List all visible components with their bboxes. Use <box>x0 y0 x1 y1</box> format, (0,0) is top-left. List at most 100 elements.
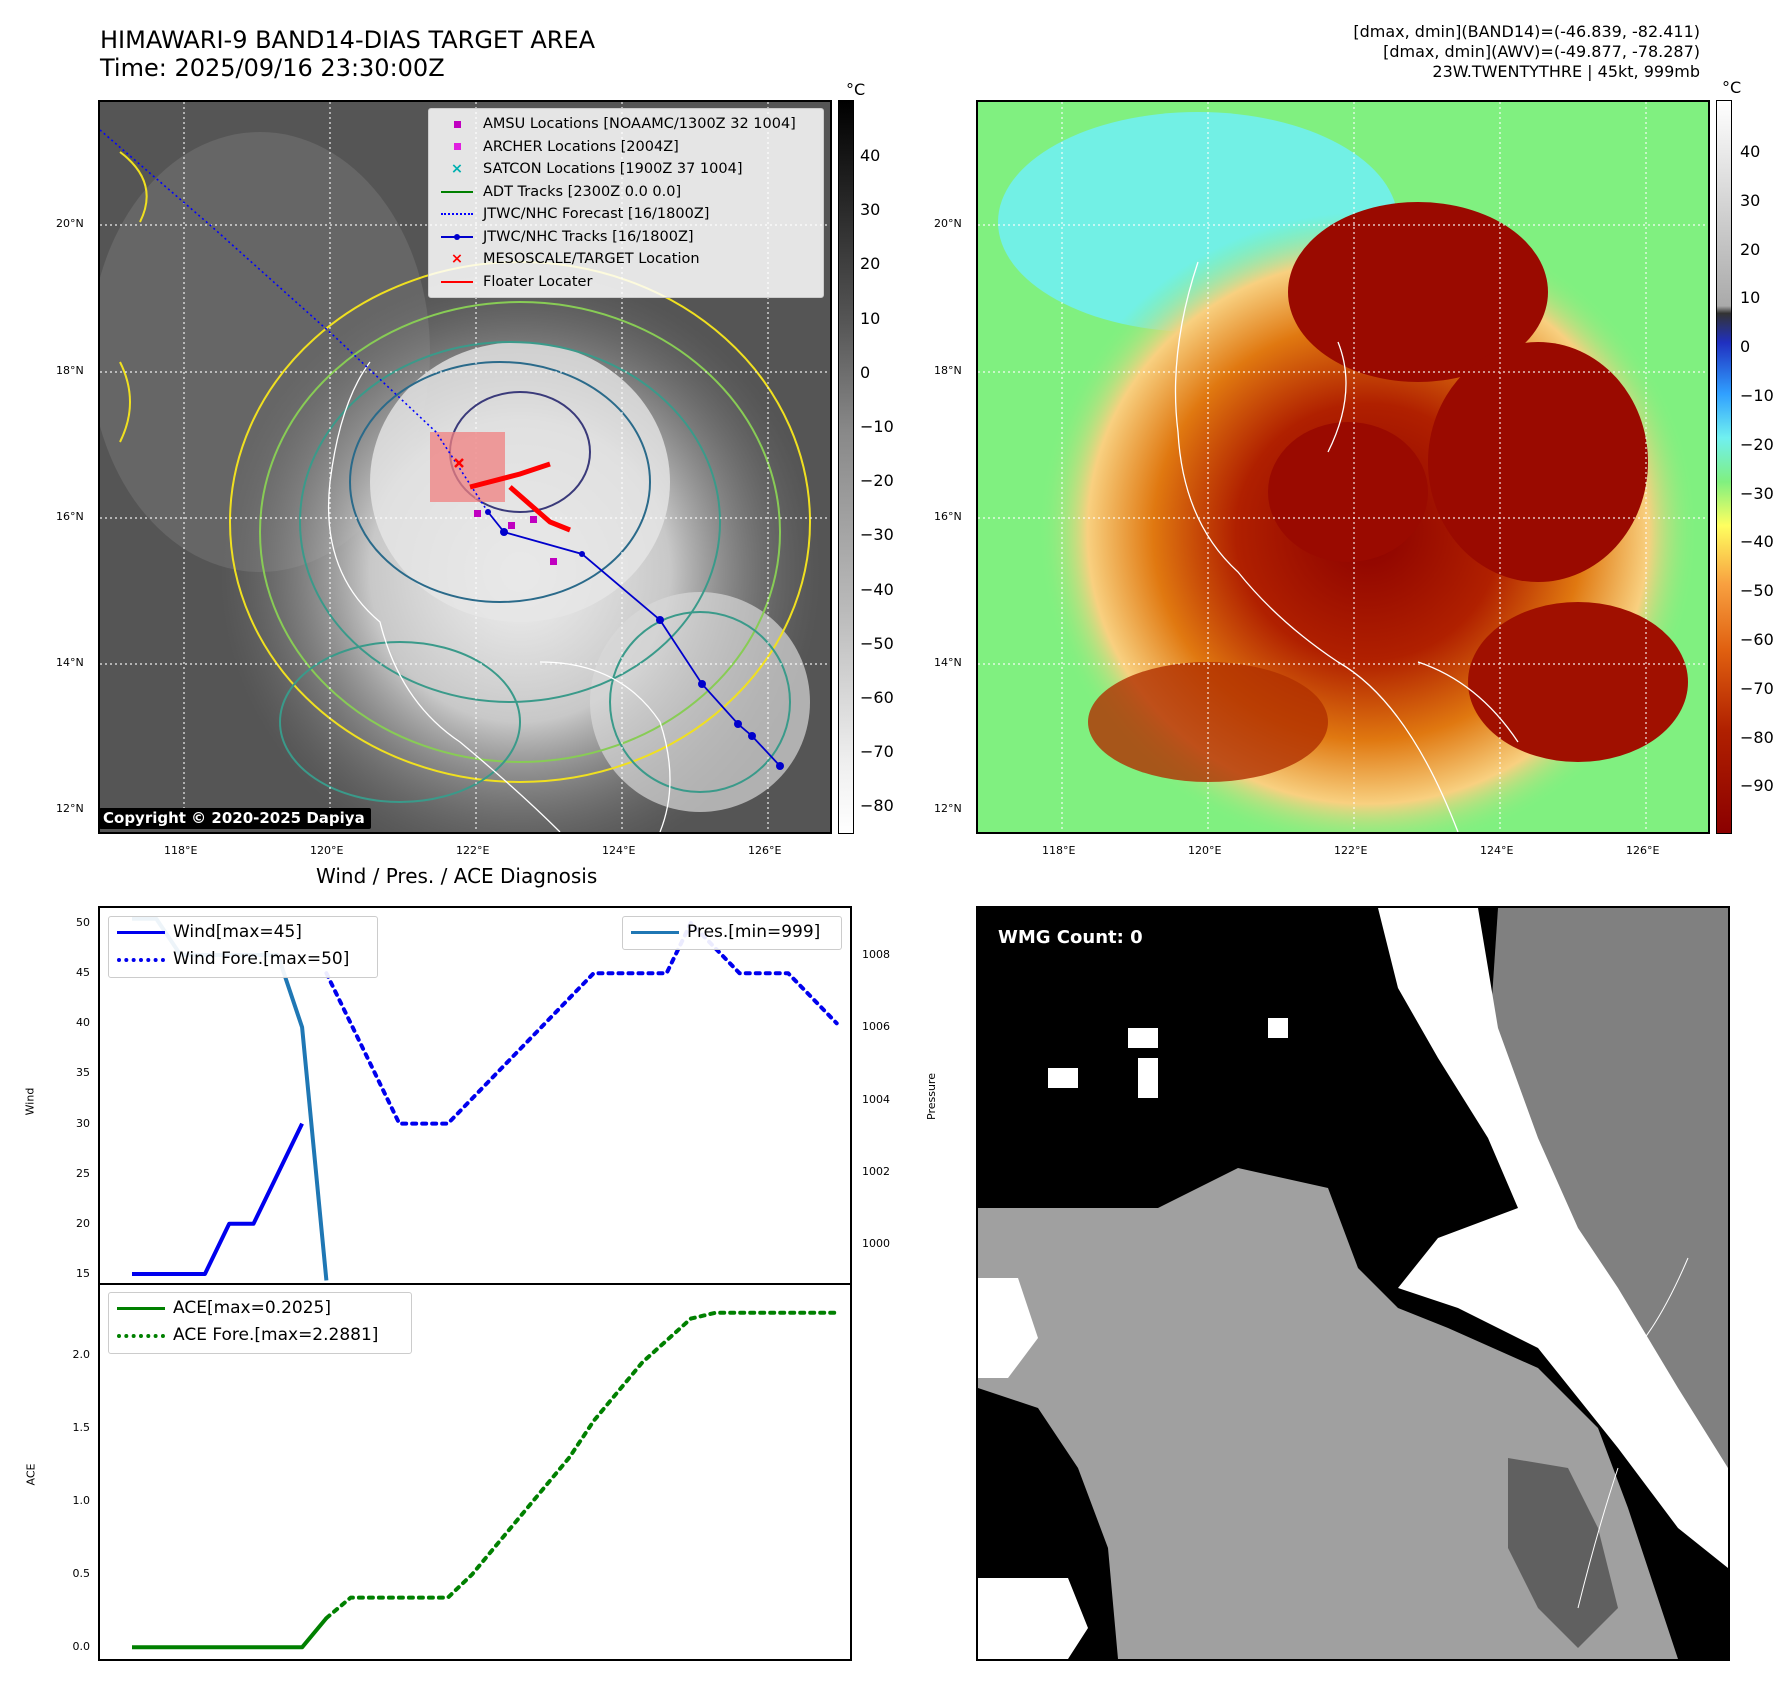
legend-item: Pres.[min=999] <box>631 919 833 946</box>
lat-label: 20°N <box>56 217 84 230</box>
wind-series-line <box>132 1122 304 1276</box>
lon-label: 122°E <box>456 844 490 857</box>
colorbar-tick-label: −60 <box>860 688 894 707</box>
colorbar-tick-label: 20 <box>860 254 881 274</box>
colorbar-tick-label: 40 <box>1740 142 1761 161</box>
legend-item: ADT Tracks [2300Z 0.0 0.0] <box>437 181 815 204</box>
legend-item: JTWC/NHC Forecast [16/1800Z] <box>437 203 815 226</box>
legend-label: ADT Tracks [2300Z 0.0 0.0] <box>483 183 682 200</box>
colorbar-tick-label: −10 <box>1740 386 1774 405</box>
pressure-legend: Pres.[min=999] <box>622 916 842 950</box>
cbar1-unit: °C <box>846 80 866 99</box>
ir-map-panel <box>98 100 832 834</box>
colorbar-enhanced <box>1716 100 1732 834</box>
lat-label: 14°N <box>56 656 84 669</box>
line-icon <box>441 280 473 283</box>
wind-forecast-line <box>324 921 839 1126</box>
lat-label: 12°N <box>56 802 84 815</box>
legend-item: ACE Fore.[max=2.2881] <box>117 1322 403 1349</box>
lon-label: 120°E <box>310 844 344 857</box>
legend-label: Floater Locater <box>483 273 593 290</box>
legend-item: Wind Fore.[max=50] <box>117 946 369 973</box>
ace-panel <box>98 1283 852 1661</box>
ace-chart <box>132 1310 839 1650</box>
enhanced-ir-svg <box>978 102 1708 832</box>
colorbar-tick-label: 30 <box>1740 190 1761 210</box>
legend-item: ARCHER Locations [2004Z] <box>437 136 815 159</box>
legend-label: MESOSCALE/TARGET Location <box>483 251 700 267</box>
copyright-badge: Copyright © 2020-2025 Dapiya <box>99 808 371 829</box>
colorbar-tick-label: −40 <box>1740 532 1774 552</box>
dotted-line-icon <box>441 213 473 216</box>
lat-label: 18°N <box>934 364 962 377</box>
legend-item: × SATCON Locations [1900Z 37 1004] <box>437 158 815 181</box>
colorbar-tick-label: −20 <box>860 471 894 491</box>
lon-label: 124°E <box>1480 844 1514 857</box>
solid-line-icon <box>631 931 679 934</box>
x-marker-icon: × <box>450 251 464 267</box>
ace-forecast-line <box>324 1310 839 1621</box>
colorbar-tick-label: −30 <box>860 525 894 545</box>
lat-label: 16°N <box>56 510 84 523</box>
legend-label: Pres.[min=999] <box>687 922 821 942</box>
colorbar-tick-label: −30 <box>1740 483 1774 503</box>
legend-label: JTWC/NHC Forecast [16/1800Z] <box>483 206 710 222</box>
y-tick-label: 0.5 <box>72 1567 91 1581</box>
legend-label: JTWC/NHC Tracks [16/1800Z] <box>483 228 694 245</box>
lon-label: 122°E <box>1334 844 1368 857</box>
y-tick-label: 1000 <box>862 1237 890 1251</box>
colorbar-tick-label: 0 <box>1740 337 1751 357</box>
colorbar-tick-label: 10 <box>860 308 881 328</box>
y-tick-label: 1006 <box>862 1020 890 1034</box>
cbar2-unit: °C <box>1722 78 1742 97</box>
y-tick-label: 1002 <box>862 1164 890 1178</box>
legend-label: ACE Fore.[max=2.2881] <box>173 1325 379 1345</box>
map-legend: AMSU Locations [NOAAMC/1300Z 32 1004] AR… <box>428 108 824 298</box>
x-marker-icon: × <box>450 161 464 177</box>
y-tick-label: 40 <box>76 1016 90 1030</box>
y-tick-label: 1008 <box>862 948 890 961</box>
wind-legend: Wind[max=45] Wind Fore.[max=50] <box>108 916 378 978</box>
ace-legend: ACE[max=0.2025] ACE Fore.[max=2.2881] <box>108 1292 412 1354</box>
diagnosis-title: Wind / Pres. / ACE Diagnosis <box>316 864 598 888</box>
lat-label: 14°N <box>934 656 962 669</box>
ir-map-svg <box>100 102 830 832</box>
wind-axis-label: Wind <box>23 1087 37 1116</box>
colorbar-tick-label: 40 <box>860 146 881 165</box>
colorbar-tick-label: −50 <box>1740 581 1774 601</box>
colorbar-tick-label: −40 <box>860 579 894 599</box>
pressure-axis-label: Pressure <box>924 1073 938 1120</box>
lon-label: 126°E <box>1626 844 1660 857</box>
lat-label: 20°N <box>934 217 962 230</box>
info-line-3: 23W.TWENTYTHRE | 45kt, 999mb <box>1432 62 1700 81</box>
colorbar-tick-label: −80 <box>860 796 894 816</box>
y-tick-label: 1004 <box>862 1092 890 1106</box>
forecast-track <box>100 129 489 513</box>
colorbar-tick-label: 20 <box>1740 239 1761 259</box>
lon-label: 120°E <box>1188 844 1222 857</box>
colorbar-tick-label: −70 <box>860 742 894 762</box>
title-line-2: Time: 2025/09/16 23:30:00Z <box>100 54 445 82</box>
square-marker-icon <box>453 120 461 128</box>
line-dot-icon <box>441 233 473 240</box>
dotted-line-icon <box>117 1333 165 1338</box>
line-icon <box>441 190 473 193</box>
lon-label: 124°E <box>602 844 636 857</box>
lat-label: 12°N <box>934 802 962 815</box>
y-tick-label: 1.0 <box>72 1494 91 1508</box>
y-tick-label: 50 <box>76 916 90 930</box>
info-line-2: [dmax, dmin](AWV)=(-49.877, -78.287) <box>1383 42 1700 61</box>
wmg-count-badge: WMG Count: 0 <box>990 924 1151 951</box>
colorbar-tick-label: 10 <box>1740 288 1761 308</box>
ace-series-line <box>132 1616 328 1650</box>
y-tick-label: 25 <box>76 1166 90 1180</box>
legend-item: JTWC/NHC Tracks [16/1800Z] <box>437 226 815 249</box>
y-tick-label: 1.5 <box>72 1421 91 1435</box>
lon-label: 126°E <box>748 844 782 857</box>
y-tick-label: 15 <box>76 1266 90 1280</box>
square-marker-icon <box>453 143 461 151</box>
wmg-svg <box>978 908 1728 1659</box>
colorbar-grayscale <box>838 100 854 834</box>
colorbar-tick-label: −70 <box>1740 678 1774 698</box>
colorbar-tick-label: −10 <box>860 417 894 436</box>
